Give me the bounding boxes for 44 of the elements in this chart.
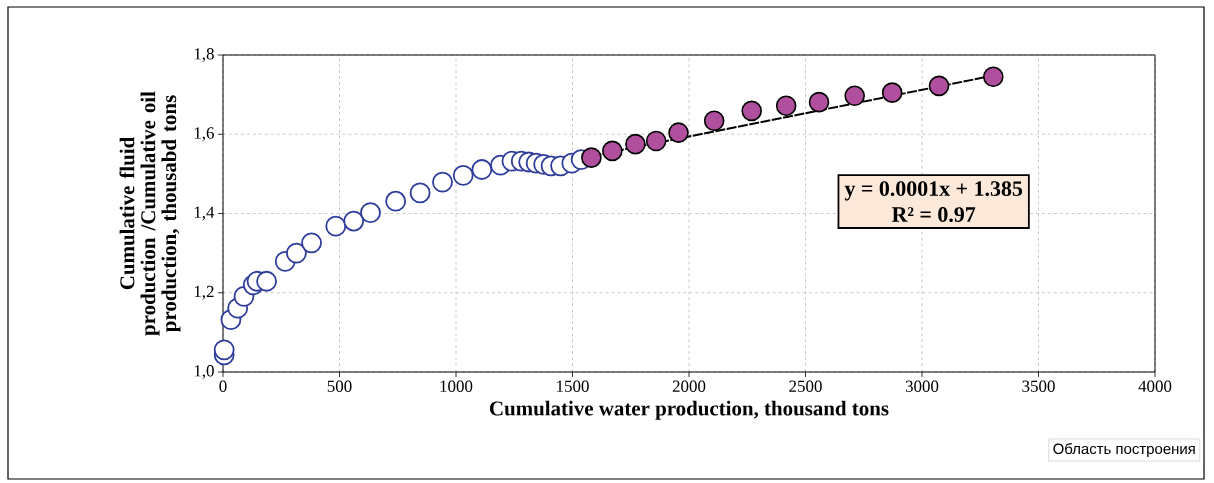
x-tick-label: 4000 <box>1138 380 1172 392</box>
point <box>928 75 950 97</box>
point <box>256 270 277 292</box>
point <box>432 171 453 193</box>
point <box>471 159 493 180</box>
point <box>775 95 797 117</box>
x-tick-label: 1000 <box>440 380 473 392</box>
point <box>602 140 623 162</box>
y-tick-label: 1,6 <box>194 127 214 142</box>
point <box>983 66 1004 88</box>
x-tick-label: 2000 <box>672 380 706 392</box>
y-tick-label: 1,2 <box>194 285 214 300</box>
point <box>703 110 725 132</box>
point <box>385 190 407 212</box>
point <box>325 215 347 237</box>
y-tick-label: 1,8 <box>194 48 214 62</box>
point <box>213 339 235 361</box>
x-tick-label: 2500 <box>789 380 822 392</box>
point <box>808 91 830 113</box>
point <box>668 122 689 143</box>
point <box>581 147 602 168</box>
x-axis-title: Cumulative water production, thousand tons <box>489 400 889 420</box>
y-axis-title: Cumulative fluid production /Cumulative oil production, thousabd tons <box>119 91 181 336</box>
y-tick-label: 1,0 <box>194 365 214 379</box>
x-tick-label: 0 <box>219 380 227 392</box>
point <box>452 165 474 186</box>
point <box>409 182 431 204</box>
point <box>645 130 667 152</box>
annotation: y = 0.0001x + 1.385 <box>844 181 1023 201</box>
point <box>343 210 365 232</box>
x-tick-label: 1500 <box>557 380 589 392</box>
point <box>286 242 307 264</box>
text: Область построения <box>1053 442 1195 458</box>
point <box>360 202 381 224</box>
x-tick-label: 3500 <box>1022 380 1055 392</box>
annotation: R² = 0.97 <box>891 207 976 223</box>
x-tick-label: 500 <box>327 380 352 392</box>
point <box>844 85 865 107</box>
point <box>881 82 903 103</box>
point <box>625 133 646 155</box>
y-tick-label: 1,4 <box>194 206 215 221</box>
x-tick-label: 3000 <box>905 380 939 392</box>
point <box>301 232 322 254</box>
point <box>741 100 762 122</box>
